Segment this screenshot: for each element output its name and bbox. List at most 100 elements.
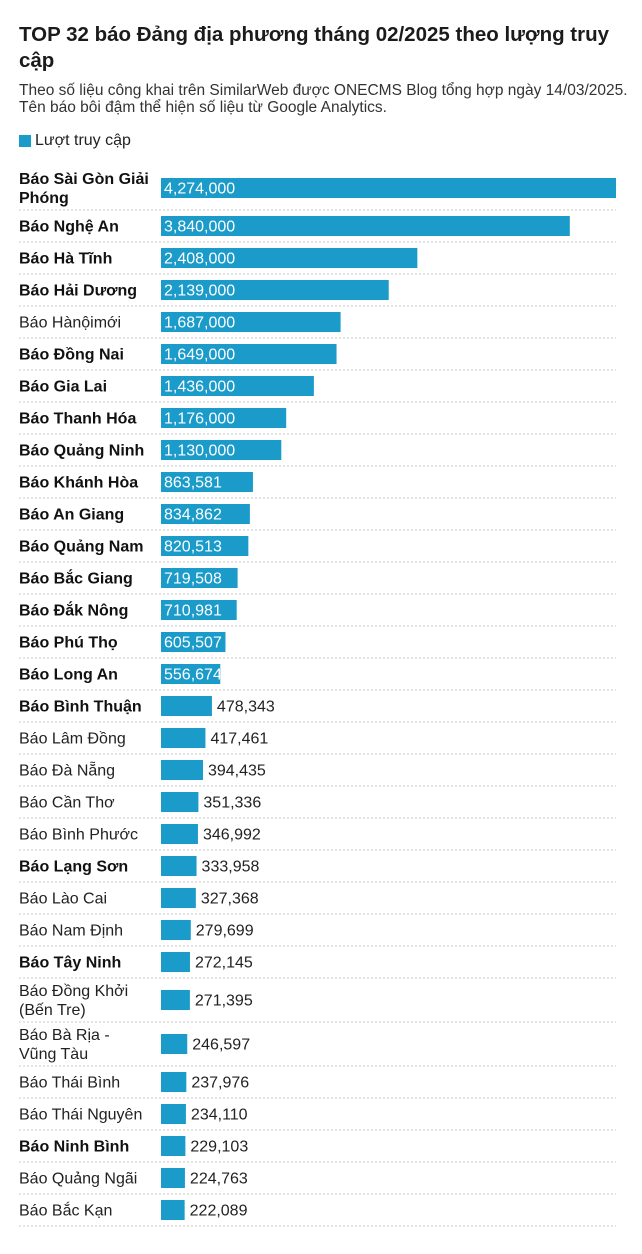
category-label: Báo Quảng Ngãi	[19, 1171, 137, 1188]
bar	[161, 280, 389, 300]
bar-row: Báo Cần Thơ 351,336	[19, 792, 261, 812]
category-label: Báo Khánh Hòa	[19, 475, 138, 492]
value-label: 246,597	[192, 1037, 250, 1054]
category-label: Báo Đà Nẵng	[19, 761, 115, 780]
value-label: 327,368	[201, 891, 259, 908]
bar	[161, 1104, 186, 1124]
value-label: 229,103	[190, 1139, 248, 1156]
bar-row: Báo Phú Thọ 605,507	[19, 632, 226, 652]
bar	[161, 440, 282, 460]
bar	[161, 472, 253, 492]
category-label: Báo Thái Nguyên	[19, 1107, 142, 1124]
category-label: Báo Gia Lai	[19, 379, 107, 396]
category-label: Báo Hànộimới	[19, 315, 121, 332]
value-label: 556,674	[164, 667, 222, 684]
legend-label: Lượt truy cập	[35, 132, 131, 149]
bar	[161, 920, 191, 940]
category-label: Báo Thái Bình	[19, 1075, 120, 1092]
value-label: 605,507	[164, 635, 222, 652]
bar-row: Báo Quảng Ninh 1,130,000	[19, 440, 282, 460]
value-label: 222,089	[190, 1203, 248, 1220]
bar	[161, 1168, 185, 1188]
bar-row: Báo Hải Dương 2,139,000	[19, 280, 389, 300]
bar-row: Báo Lâm Đồng 417,461	[19, 728, 268, 748]
bar-row: Báo Đồng Nai 1,649,000	[19, 344, 337, 364]
category-label: Báo Lạng Sơn	[19, 859, 128, 876]
bar-row: Báo Gia Lai 1,436,000	[19, 376, 314, 396]
bar	[161, 568, 238, 588]
value-label: 271,395	[195, 993, 253, 1010]
bar	[161, 696, 212, 716]
chart-subtitle: Theo số liệu công khai trên SimilarWeb đ…	[19, 82, 628, 116]
value-label: 224,763	[190, 1171, 248, 1188]
value-label: 417,461	[210, 731, 268, 748]
bar-row: Báo Đắk Nông 710,981	[19, 600, 237, 620]
bar	[161, 1072, 187, 1092]
bar-row: Báo Bà Rịa -Vũng Tàu 246,597	[19, 1027, 250, 1063]
category-label: Báo Đồng Nai	[19, 347, 124, 364]
category-label: Báo Phú Thọ	[19, 635, 118, 652]
category-label: Báo Bà Rịa -Vũng Tàu	[19, 1027, 110, 1063]
value-label: 1,130,000	[164, 443, 235, 460]
bar-row: Báo Nam Định 279,699	[19, 920, 254, 940]
chart-legend: Lượt truy cập	[19, 132, 131, 150]
category-label: Báo Sài Gòn Giải Phóng	[19, 171, 149, 207]
bar	[161, 824, 198, 844]
value-label: 333,958	[202, 859, 260, 876]
bar	[161, 1034, 188, 1054]
category-label: Báo Hà Tĩnh	[19, 251, 112, 268]
bar	[161, 1200, 185, 1220]
bar-row: Báo Khánh Hòa 863,581	[19, 472, 253, 492]
value-label: 351,336	[203, 795, 261, 812]
bar	[161, 504, 250, 524]
bar-row: Báo Nghệ An 3,840,000	[19, 216, 570, 236]
value-label: 478,343	[217, 699, 275, 716]
bar-row: Báo Bình Phước 346,992	[19, 824, 261, 844]
bar	[161, 760, 203, 780]
bar	[161, 728, 206, 748]
category-label: Báo Quảng Nam	[19, 539, 143, 556]
bar-row: Báo An Giang 834,862	[19, 504, 250, 524]
bar-row: Báo Thái Bình 237,976	[19, 1072, 249, 1092]
value-label: 1,649,000	[164, 347, 235, 364]
value-label: 1,176,000	[164, 411, 235, 428]
bar-row: Báo Bắc Kạn 222,089	[19, 1200, 248, 1220]
bar-row: Báo Ninh Bình 229,103	[19, 1136, 248, 1156]
bar-row: Báo Long An 556,674	[19, 664, 222, 684]
bar	[161, 792, 199, 812]
value-label: 1,687,000	[164, 315, 235, 332]
value-label: 279,699	[196, 923, 254, 940]
category-label: Báo Nam Định	[19, 923, 123, 940]
bar-row: Báo Thanh Hóa 1,176,000	[19, 408, 287, 428]
category-label: Báo Thanh Hóa	[19, 411, 136, 428]
bar	[161, 888, 196, 908]
value-label: 346,992	[203, 827, 261, 844]
value-label: 710,981	[164, 603, 222, 620]
value-label: 4,274,000	[164, 181, 235, 198]
value-label: 1,436,000	[164, 379, 235, 396]
bar	[161, 248, 418, 268]
bar-row: Báo Hànộimới 1,687,000	[19, 312, 341, 332]
bar-row: Báo Đồng Khởi (Bến Tre) 271,395	[19, 983, 253, 1019]
bar	[161, 664, 221, 684]
bar	[161, 312, 341, 332]
value-label: 234,110	[191, 1107, 248, 1124]
bar	[161, 1136, 186, 1156]
value-label: 863,581	[164, 475, 222, 492]
category-label: Báo Cần Thơ	[19, 795, 115, 812]
category-label: Báo An Giang	[19, 507, 124, 524]
bar-row: Báo Bình Thuận 478,343	[19, 696, 275, 716]
bar-row: Báo Bắc Giang 719,508	[19, 568, 238, 588]
bar	[161, 536, 249, 556]
bar	[161, 600, 237, 620]
bar	[161, 344, 337, 364]
bar-row: Báo Hà Tĩnh 2,408,000	[19, 248, 418, 268]
category-label: Báo Đắk Nông	[19, 601, 128, 620]
value-label: 834,862	[164, 507, 222, 524]
category-label: Báo Bình Phước	[19, 827, 138, 844]
category-label: Báo Quảng Ninh	[19, 443, 144, 460]
value-label: 2,408,000	[164, 251, 235, 268]
category-label: Báo Long An	[19, 667, 118, 684]
category-label: Báo Lào Cai	[19, 891, 107, 908]
value-label: 3,840,000	[164, 219, 235, 236]
